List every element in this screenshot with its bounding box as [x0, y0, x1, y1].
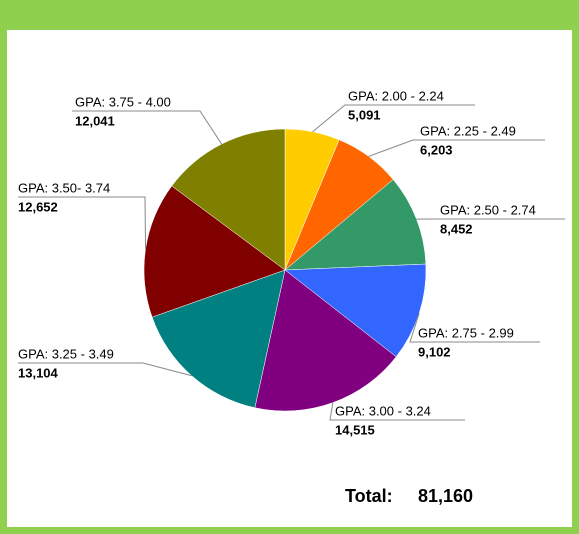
leader-line: [329, 402, 465, 421]
leader-line: [368, 139, 545, 157]
slice-value: 12,041: [75, 113, 115, 128]
slice-value: 9,102: [418, 344, 451, 359]
slice-label: GPA: 3.25 - 3.49: [18, 346, 114, 361]
leader-line: [18, 196, 147, 250]
leader-line: [409, 312, 540, 343]
slice-value: 8,452: [440, 221, 473, 236]
total-value: 81,160: [418, 486, 473, 506]
slice-label: GPA: 2.75 - 2.99: [418, 325, 514, 340]
slice-label: GPA: 3.50- 3.74: [18, 180, 110, 195]
slice-value: 12,652: [18, 199, 58, 214]
slice-label: GPA: 2.50 - 2.74: [440, 202, 536, 217]
slice-label: GPA: 3.00 - 3.24: [335, 403, 431, 418]
slice-value: 6,203: [420, 142, 453, 157]
slice-value: 13,104: [18, 365, 59, 380]
pie-slice: [254, 269, 397, 412]
slice-label: GPA: 3.75 - 4.00: [75, 94, 171, 109]
leader-line: [72, 110, 223, 145]
pie-slice: [151, 269, 286, 409]
leader-line: [312, 104, 475, 133]
slice-label: GPA: 2.00 - 2.24: [348, 88, 444, 103]
slice-value: 14,515: [335, 422, 375, 437]
leader-line: [18, 362, 192, 377]
slice-label: GPA: 2.25 - 2.49: [420, 123, 516, 138]
slice-value: 5,091: [348, 107, 381, 122]
total-label: Total:: [345, 486, 393, 506]
